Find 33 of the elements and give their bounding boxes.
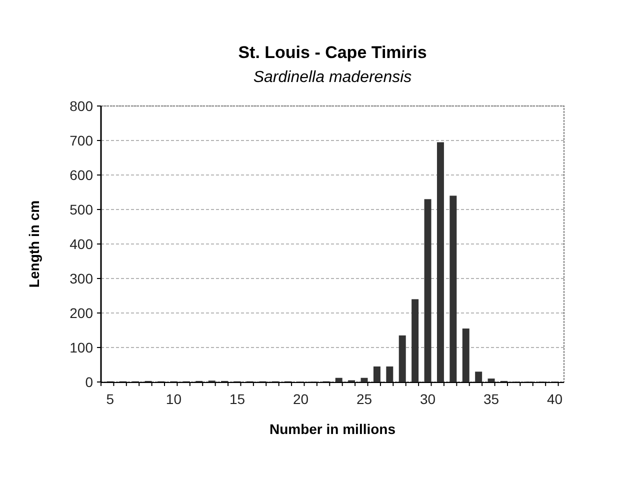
x-axis-title: Number in millions	[269, 421, 396, 437]
chart-title: St. Louis - Cape Timiris	[238, 43, 427, 62]
bar	[386, 366, 394, 382]
bar	[462, 328, 470, 382]
x-tick-label: 40	[547, 391, 563, 407]
bar	[335, 378, 342, 382]
bar	[398, 335, 406, 382]
bar	[436, 142, 444, 382]
y-tick-label: 700	[70, 132, 94, 148]
y-tick-label: 100	[70, 339, 94, 356]
x-tick-label: 15	[229, 391, 246, 407]
y-axis-title: Length in cm	[26, 200, 42, 288]
y-tick-label: 600	[70, 166, 94, 183]
bar	[424, 199, 432, 382]
bar	[373, 366, 380, 382]
x-tick-label: 5	[106, 391, 114, 407]
x-tick-label: 25	[356, 391, 372, 407]
y-tick-label: 800	[70, 98, 94, 114]
bar	[450, 196, 457, 382]
bar	[488, 378, 495, 382]
x-tick-label: 20	[292, 391, 309, 407]
y-tick-label: 400	[70, 236, 94, 252]
y-tick-label: 0	[85, 374, 94, 390]
bar	[412, 299, 419, 382]
x-tick-label: 10	[166, 391, 182, 407]
chart-subtitle: Sardinella maderensis	[253, 69, 412, 86]
y-tick-label: 200	[70, 304, 94, 321]
y-tick-label: 300	[70, 270, 94, 286]
x-tick-label: 35	[483, 391, 500, 407]
x-tick-label: 30	[420, 391, 436, 407]
bar	[475, 372, 482, 382]
y-tick-label: 500	[70, 201, 94, 218]
bar	[360, 378, 368, 382]
